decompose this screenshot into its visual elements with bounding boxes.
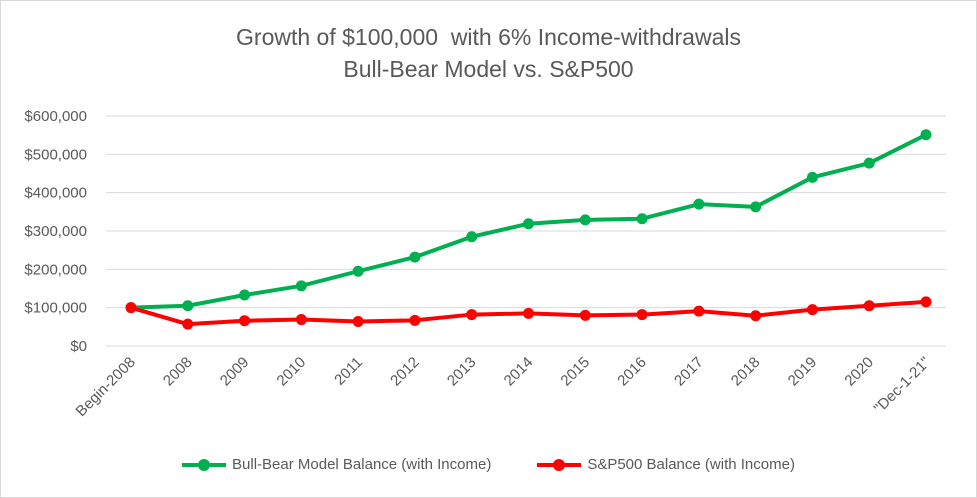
- data-point: [750, 201, 762, 213]
- chart-title: Growth of $100,000 with 6% Income-withdr…: [236, 24, 741, 50]
- data-point: [466, 231, 478, 243]
- data-point: [693, 198, 705, 210]
- data-point: [750, 310, 762, 322]
- data-point: [920, 296, 932, 308]
- data-point: [806, 171, 818, 183]
- chart-title-block: Growth of $100,000 with 6% Income-withdr…: [1, 21, 976, 85]
- data-point: [295, 314, 307, 326]
- chart-subtitle: Bull-Bear Model vs. S&P500: [343, 56, 634, 82]
- x-tick-label: 2017: [671, 354, 707, 390]
- y-tick-label: $100,000: [24, 300, 87, 317]
- x-tick-label: Begin-2008: [73, 354, 139, 420]
- data-point: [863, 300, 875, 312]
- data-point: [920, 129, 932, 141]
- x-tick-label: "Dec-1-21": [871, 354, 934, 417]
- data-point: [409, 251, 421, 263]
- legend-swatch-sp500: [537, 458, 582, 472]
- x-tick-label: 2015: [557, 354, 593, 390]
- legend-swatch-bull-bear: [182, 458, 227, 472]
- x-tick-label: 2016: [614, 354, 650, 390]
- data-point: [466, 309, 478, 321]
- chart-legend: Bull-Bear Model Balance (with Income) S&…: [1, 456, 976, 473]
- x-tick-label: 2010: [274, 354, 310, 390]
- data-point: [579, 214, 591, 226]
- data-point: [863, 157, 875, 169]
- y-tick-label: $300,000: [24, 223, 87, 240]
- y-tick-label: $200,000: [24, 261, 87, 278]
- data-point: [352, 315, 364, 327]
- x-tick-label: 2018: [728, 354, 764, 390]
- data-point: [636, 309, 648, 321]
- line-chart: $0 $100,000 $200,000 $300,000 $400,000 $500,0…: [24, 108, 946, 420]
- legend-label-bull-bear: Bull-Bear Model Balance (with Income): [232, 456, 492, 473]
- y-tick-label: $600,000: [24, 108, 87, 125]
- data-point: [182, 318, 194, 330]
- data-point: [693, 305, 705, 317]
- x-tick-label: 2012: [387, 354, 423, 390]
- x-tick-label: 2014: [501, 354, 537, 390]
- data-point: [636, 213, 648, 225]
- data-point: [295, 280, 307, 292]
- y-tick-label: $400,000: [24, 185, 87, 202]
- data-point: [239, 315, 251, 327]
- data-point: [352, 265, 364, 277]
- data-point: [409, 314, 421, 326]
- data-point: [239, 289, 251, 301]
- legend-item-bull-bear: Bull-Bear Model Balance (with Income): [182, 456, 491, 473]
- x-tick-label: 2009: [217, 354, 253, 390]
- x-tick-label: 2011: [331, 354, 366, 389]
- legend-label-sp500: S&P500 Balance (with Income): [587, 456, 795, 473]
- x-tick-label: 2019: [785, 354, 821, 390]
- data-point: [523, 218, 534, 230]
- data-point: [523, 307, 534, 319]
- data-point: [579, 309, 591, 321]
- x-tick-label: 2020: [841, 354, 877, 390]
- data-point: [806, 304, 818, 316]
- x-tick-label: 2013: [444, 354, 480, 390]
- data-point: [125, 302, 137, 314]
- y-tick-label: $0: [70, 338, 87, 355]
- y-tick-label: $500,000: [24, 146, 87, 163]
- legend-item-sp500: S&P500 Balance (with Income): [537, 456, 795, 473]
- data-point: [182, 300, 194, 312]
- x-tick-label: 2008: [160, 354, 196, 390]
